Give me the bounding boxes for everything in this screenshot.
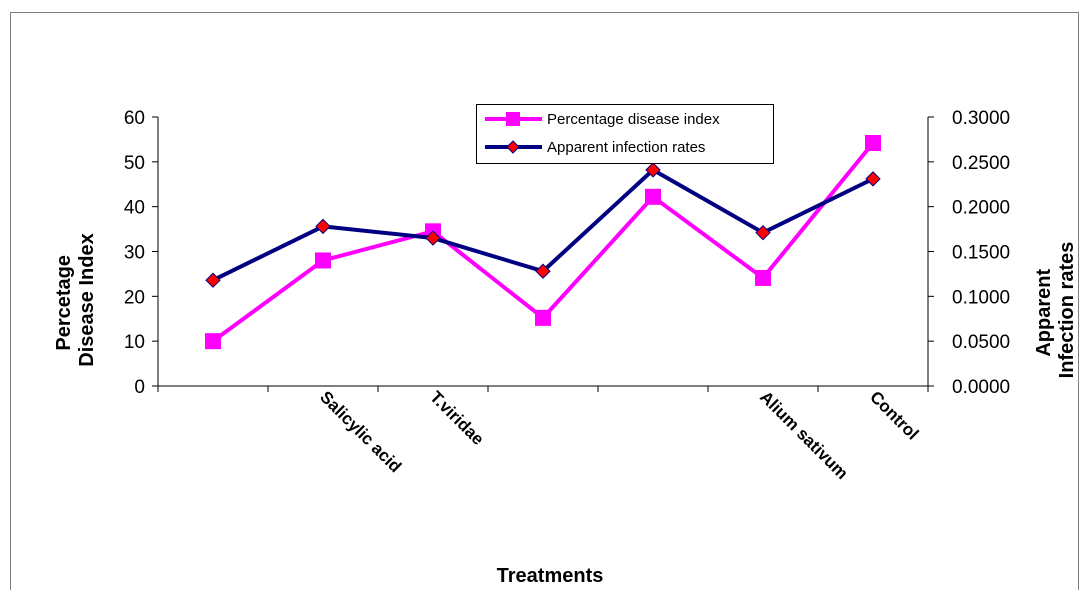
- data-point: [425, 230, 441, 246]
- y-left-tick-label: 10: [124, 332, 145, 353]
- right-axis-ticks: 0.0000 0.0500 0.1000 0.1500 0.2000 0.2500 0.30…: [928, 108, 1010, 398]
- data-point: [645, 162, 661, 178]
- data-point: [865, 135, 881, 152]
- y-axis-right-title-line2: Infection rates: [1056, 242, 1078, 379]
- data-point: [865, 171, 881, 187]
- data-point: [755, 224, 771, 241]
- y-right-tick-label: 0.2500: [952, 153, 1010, 174]
- y-axis-right-title-line1: Apparent: [1033, 269, 1055, 357]
- legend-box: [476, 104, 774, 164]
- data-point: [645, 188, 661, 205]
- chart-frame: [10, 12, 1079, 590]
- data-point: [535, 263, 551, 279]
- y-left-tick-label: 20: [124, 287, 145, 308]
- y-right-tick-label: 0.0500: [952, 332, 1010, 353]
- y-left-tick-label: 0: [134, 377, 145, 398]
- y-axis-left-title: Percetage Disease Index: [53, 233, 98, 366]
- y-left-tick-label: 30: [124, 243, 145, 264]
- y-right-tick-label: 0.1000: [952, 287, 1010, 308]
- x-axis-title: Treatments: [497, 565, 604, 587]
- legend-swatch-marker: [506, 112, 520, 126]
- y-axis-left-title-line2: Disease Index: [76, 233, 98, 366]
- left-axis-ticks: 0 10 20 30 40 50 60: [124, 108, 158, 398]
- data-point: [315, 218, 331, 235]
- data-point: [205, 272, 221, 288]
- legend-item: Percentage disease index: [485, 111, 720, 128]
- legend-label: Apparent infection rates: [547, 139, 705, 156]
- data-point: [205, 333, 221, 350]
- data-point: [755, 269, 771, 286]
- legend-item: Apparent infection rates: [485, 139, 705, 156]
- y-right-tick-label: 0.1500: [952, 243, 1010, 264]
- y-right-tick-label: 0.0000: [952, 377, 1010, 398]
- y-axis-left-title-line1: Percetage: [53, 255, 75, 351]
- data-point: [315, 252, 331, 269]
- y-left-tick-label: 50: [124, 153, 145, 174]
- legend-swatch-marker: [506, 140, 520, 154]
- series-layer: [205, 135, 881, 350]
- y-left-tick-label: 60: [124, 108, 145, 129]
- y-left-tick-label: 40: [124, 198, 145, 219]
- y-right-tick-label: 0.2000: [952, 198, 1010, 219]
- data-point: [535, 309, 551, 326]
- legend-label: Percentage disease index: [547, 111, 720, 128]
- y-right-tick-label: 0.3000: [952, 108, 1010, 129]
- y-axis-right-title: Apparent Infection rates: [1033, 242, 1078, 379]
- series-2: [205, 162, 881, 288]
- legend: Percentage disease index Apparent infecti…: [476, 104, 774, 164]
